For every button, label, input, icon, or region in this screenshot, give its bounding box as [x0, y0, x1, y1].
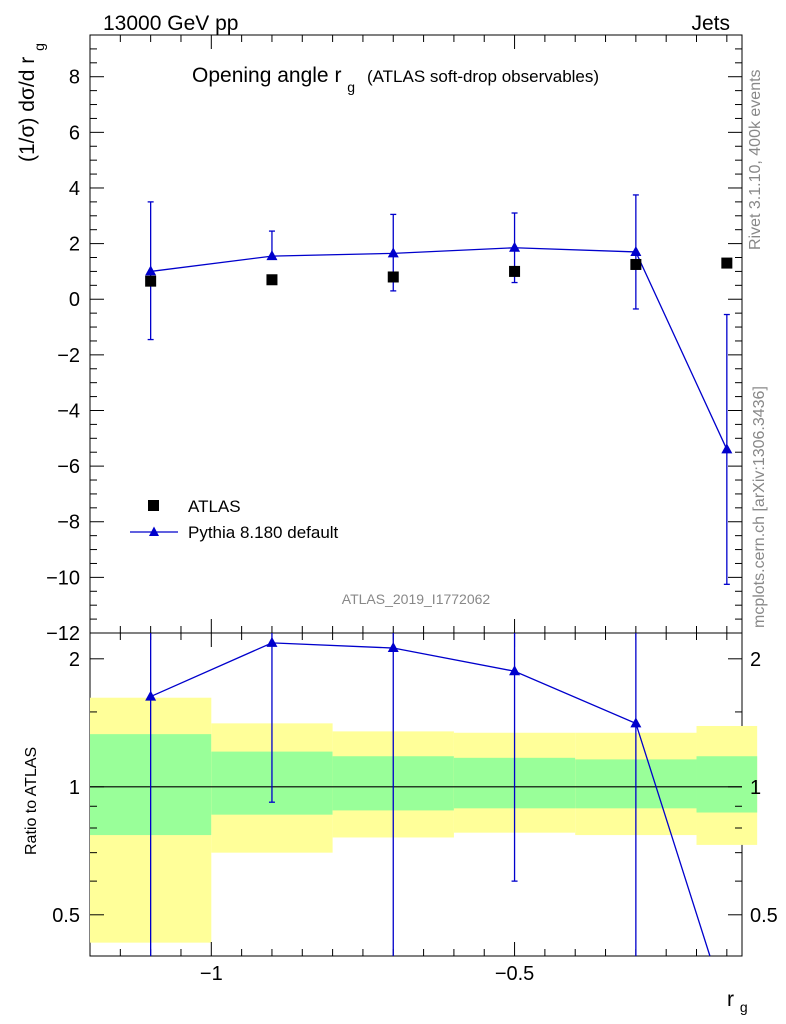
ratio-ytick-label-right: 0.5 — [750, 905, 778, 927]
header-left: 13000 GeV pp — [103, 12, 238, 35]
main-ylabel-main: (1/σ) dσ/d r — [16, 57, 39, 162]
ratio-ytick-label-right: 1 — [750, 777, 761, 799]
main-panel-marks — [145, 194, 733, 585]
legend: ATLAS Pythia 8.180 default — [130, 497, 339, 542]
mc-data-point — [509, 241, 521, 252]
legend-label-atlas: ATLAS — [188, 497, 241, 516]
ratio-uncertainty-bands — [90, 697, 758, 943]
ratio-panel-marks — [145, 633, 711, 957]
ratio-ytick-label-left: 1 — [69, 777, 80, 799]
ratio-mc-point — [509, 665, 521, 676]
ratio-ytick-label-right: 2 — [750, 649, 761, 671]
legend-marker-atlas — [148, 500, 159, 511]
main-ylabel-sub: g — [31, 43, 47, 51]
analysis-watermark: ATLAS_2019_I1772062 — [342, 591, 491, 607]
main-ytick-label: 2 — [69, 234, 80, 256]
main-ytick-label: 6 — [69, 122, 80, 144]
main-ytick-label: −10 — [46, 567, 80, 589]
mc-data-point — [721, 443, 733, 454]
ratio-mc-point — [630, 717, 642, 728]
ratio-ytick-label-left: 0.5 — [52, 905, 80, 927]
plot-title-sub: g — [347, 79, 355, 95]
ratio-xtick-label: −0.5 — [495, 963, 534, 985]
atlas-data-point — [387, 271, 399, 283]
main-ytick-label: 8 — [69, 67, 80, 89]
atlas-data-point — [630, 258, 642, 270]
main-ytick-label: −12 — [46, 623, 80, 645]
ratio-mc-point — [387, 642, 399, 653]
main-panel-frame — [89, 34, 743, 634]
main-ytick-label: 4 — [69, 178, 80, 200]
x-axis-label-sub: g — [740, 999, 748, 1015]
legend-marker-pythia — [149, 526, 159, 536]
mc-data-point — [266, 250, 278, 261]
axis-ticks: 8 6 4 2 0 −2 −4 −6 −8 −10 −12 −1 −0.5 2 2 1 1 0.5 0.5 — [46, 35, 778, 985]
plot-title: Opening angle r g (ATLAS soft-drop obser… — [192, 64, 599, 97]
main-ytick-label: −8 — [57, 512, 80, 534]
atlas-data-point — [721, 257, 733, 269]
main-ytick-label: −4 — [57, 400, 80, 422]
mc-data-point — [145, 265, 157, 276]
mcplots-label: mcplots.cern.ch [arXiv:1306.3436] — [751, 386, 768, 628]
ratio-ylabel: Ratio to ATLAS — [23, 747, 40, 855]
ratio-mc-line — [150, 642, 711, 957]
plot-title-paren: (ATLAS soft-drop observables) — [367, 67, 599, 86]
plot-title-main: Opening angle r — [192, 64, 341, 87]
rivet-label: Rivet 3.1.10, 400k events — [747, 69, 764, 250]
ratio-ytick-label-left: 2 — [69, 649, 80, 671]
ratio-band-inner-5 — [696, 756, 758, 813]
main-ytick-label: −2 — [57, 345, 80, 367]
main-ylabel: (1/σ) dσ/d r g — [16, 43, 47, 162]
atlas-data-point — [145, 275, 157, 287]
header-right: Jets — [691, 12, 730, 35]
mc-data-point — [630, 245, 642, 256]
main-ytick-label: 0 — [69, 289, 80, 311]
ratio-mc-point — [266, 636, 278, 647]
x-axis-label-main: r — [727, 988, 734, 1011]
x-axis-label: r g — [727, 988, 748, 1015]
mc-data-point — [387, 247, 399, 258]
mc-line — [150, 247, 728, 450]
atlas-data-point — [509, 265, 521, 277]
main-ytick-label: −6 — [57, 456, 80, 478]
atlas-data-point — [266, 274, 278, 286]
legend-label-pythia: Pythia 8.180 default — [188, 523, 339, 542]
ratio-xtick-label: −1 — [200, 963, 223, 985]
ratio-mc-point — [145, 690, 157, 701]
